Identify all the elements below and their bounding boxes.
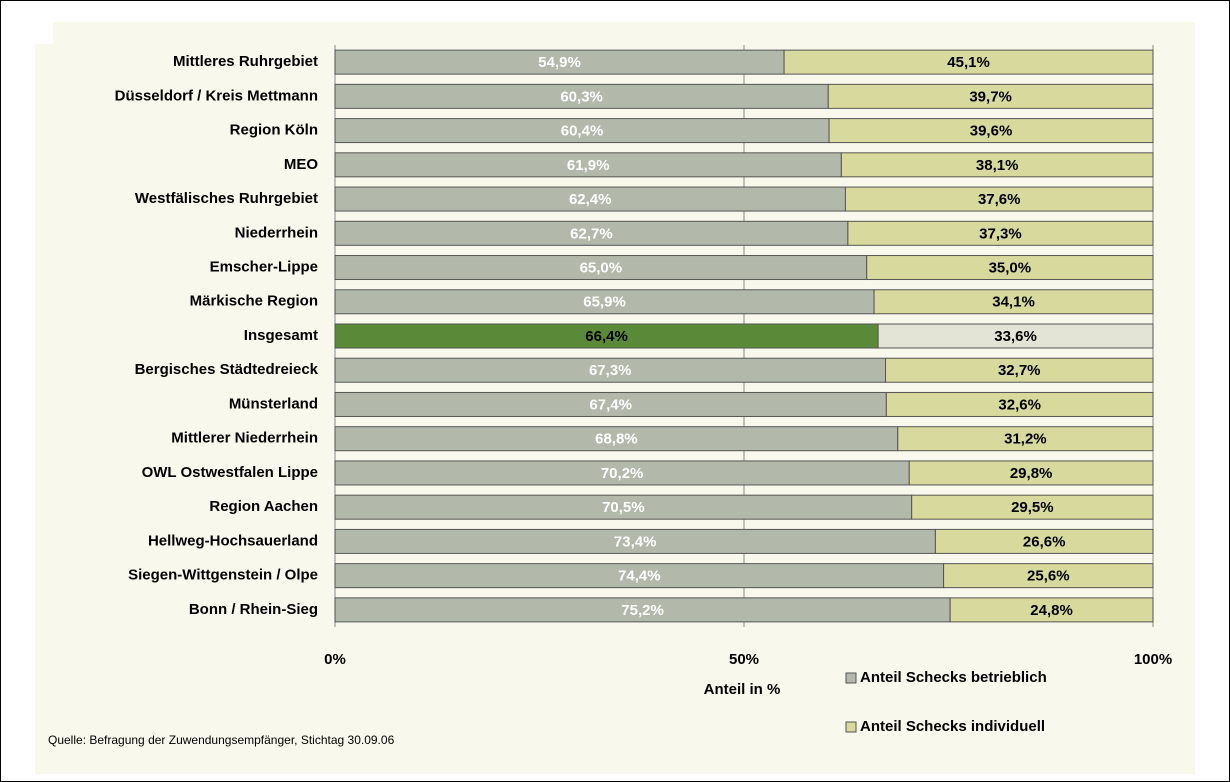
data-label: 66,4% [585, 328, 628, 345]
bar-segment [334, 83, 829, 109]
bar-segment [934, 528, 1154, 554]
data-label: 75,2% [621, 602, 664, 619]
data-label: 70,5% [602, 499, 645, 516]
bar-segment [334, 426, 899, 452]
data-label: 37,3% [979, 225, 1022, 242]
bar-segment [885, 391, 1154, 417]
data-label: 39,6% [970, 123, 1013, 140]
data-label: 62,7% [570, 225, 613, 242]
bar-segment [334, 118, 830, 144]
bar-segment [334, 494, 913, 520]
legend-label: Anteil Schecks betrieblich [860, 669, 1047, 686]
data-label: 61,9% [567, 157, 610, 174]
bar-segment [943, 563, 1154, 589]
bar-segment [873, 289, 1154, 315]
y-tick-label: Region Aachen [209, 498, 318, 515]
bar-segment [847, 220, 1154, 246]
y-tick-label: Bonn / Rhein-Sieg [189, 601, 318, 618]
data-label: 29,8% [1010, 465, 1053, 482]
x-tick-label: 100% [1134, 651, 1172, 668]
bar-segment [908, 460, 1154, 486]
data-label: 67,4% [589, 396, 632, 413]
y-tick-label: MEO [284, 156, 319, 173]
data-label: 67,3% [589, 362, 632, 379]
legend-swatch [845, 721, 857, 733]
data-label: 54,9% [538, 54, 581, 71]
y-tick-label: Niederrhein [235, 224, 318, 241]
data-label: 24,8% [1030, 602, 1073, 619]
x-tick-label: 0% [324, 651, 346, 668]
data-label: 74,4% [618, 568, 661, 585]
data-label: 32,6% [998, 396, 1041, 413]
bar-segment [334, 186, 846, 212]
data-label: 26,6% [1023, 533, 1066, 550]
y-tick-label: Märkische Region [190, 293, 318, 310]
bar-segment [877, 323, 1154, 349]
data-label: 25,6% [1027, 568, 1070, 585]
bar-segment [844, 186, 1154, 212]
y-tick-label: Mittlerer Niederrhein [171, 430, 318, 447]
bar-segment [911, 494, 1154, 520]
data-label: 32,7% [998, 362, 1041, 379]
bar-segment [334, 323, 879, 349]
bar-segment [949, 597, 1154, 623]
data-label: 33,6% [994, 328, 1037, 345]
bar-segment [334, 563, 945, 589]
data-label: 37,6% [978, 191, 1021, 208]
bar-segment [334, 220, 849, 246]
bar-segment [828, 118, 1154, 144]
x-tick-label: 50% [729, 651, 759, 668]
data-label: 45,1% [947, 54, 990, 71]
legend-swatch [845, 672, 857, 684]
y-tick-label: Siegen-Wittgenstein / Olpe [128, 567, 318, 584]
data-label: 65,9% [583, 294, 626, 311]
y-tick-label: Bergisches Städtedreieck [135, 361, 319, 378]
y-tick-label: Mittleres Ruhrgebiet [173, 53, 318, 70]
data-label: 38,1% [976, 157, 1019, 174]
data-label: 73,4% [614, 533, 657, 550]
data-label: 35,0% [989, 259, 1032, 276]
y-tick-label: Region Köln [230, 122, 318, 139]
y-tick-label: Münsterland [229, 395, 318, 412]
data-label: 70,2% [601, 465, 644, 482]
data-label: 39,7% [969, 88, 1012, 105]
data-label: 60,3% [560, 88, 603, 105]
bar-segment [840, 152, 1154, 178]
data-label: 29,5% [1011, 499, 1054, 516]
y-tick-label: Hellweg-Hochsauerland [148, 532, 318, 549]
bar-segment [334, 255, 868, 281]
y-tick-label: Westfälisches Ruhrgebiet [135, 190, 318, 207]
source-note: Quelle: Befragung der Zuwendungsempfänge… [48, 733, 395, 747]
data-label: 68,8% [595, 431, 638, 448]
data-label: 60,4% [561, 123, 604, 140]
y-tick-label: Düsseldorf / Kreis Mettmann [115, 87, 318, 104]
bar-segment [334, 152, 842, 178]
bar-segment [783, 49, 1154, 75]
y-tick-label: Insgesamt [244, 327, 318, 344]
bar-segment [827, 83, 1154, 109]
data-label: 31,2% [1004, 431, 1047, 448]
data-label: 65,0% [580, 259, 623, 276]
bar-segment [866, 255, 1154, 281]
y-tick-label: Emscher-Lippe [210, 258, 318, 275]
bar-segment [897, 426, 1154, 452]
notch [35, 22, 53, 44]
x-axis-label: Anteil in % [704, 681, 781, 698]
bar-segment [334, 460, 910, 486]
bar-segment [885, 357, 1154, 383]
y-tick-label: OWL Ostwestfalen Lippe [142, 464, 318, 481]
bar-segment [334, 528, 936, 554]
legend-label: Anteil Schecks individuell [860, 718, 1045, 735]
data-label: 62,4% [569, 191, 612, 208]
data-label: 34,1% [992, 294, 1035, 311]
